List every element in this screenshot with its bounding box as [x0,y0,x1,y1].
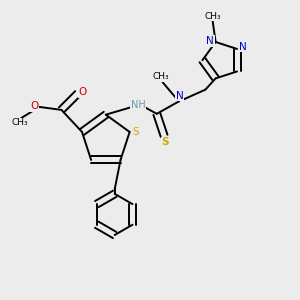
Text: CH₃: CH₃ [11,118,28,127]
Text: O: O [30,101,38,111]
Text: CH₃: CH₃ [153,73,169,82]
Text: S: S [162,137,169,147]
Text: O: O [78,87,86,97]
Text: NH: NH [130,100,145,110]
Text: S: S [133,127,140,137]
Text: N: N [239,42,247,52]
Text: CH₃: CH₃ [205,12,222,21]
Text: N: N [206,36,214,46]
Text: N: N [176,91,183,100]
